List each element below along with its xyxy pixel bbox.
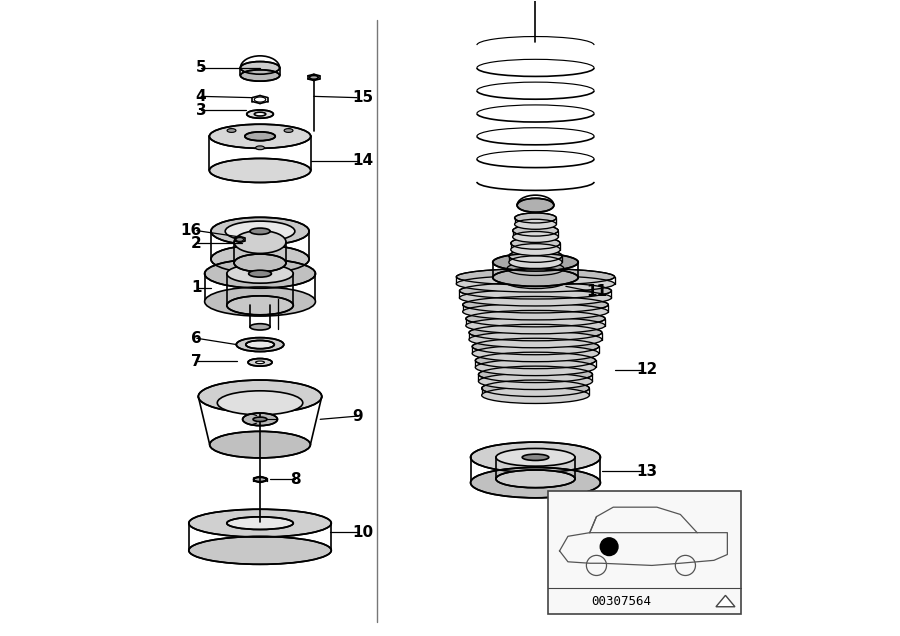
Ellipse shape <box>248 359 272 366</box>
Text: 4: 4 <box>195 89 206 104</box>
Ellipse shape <box>466 317 605 334</box>
Ellipse shape <box>492 253 578 271</box>
Ellipse shape <box>482 387 590 403</box>
Text: 11: 11 <box>586 284 608 299</box>
Ellipse shape <box>189 509 331 537</box>
Text: 13: 13 <box>637 464 658 479</box>
Text: 8: 8 <box>291 472 302 487</box>
Ellipse shape <box>475 359 596 376</box>
Ellipse shape <box>456 275 615 292</box>
Ellipse shape <box>511 237 560 249</box>
Ellipse shape <box>469 331 602 348</box>
Ellipse shape <box>256 146 265 149</box>
Text: 1: 1 <box>192 280 202 295</box>
Text: 7: 7 <box>191 354 202 368</box>
Ellipse shape <box>227 296 293 315</box>
Text: 10: 10 <box>352 525 373 539</box>
Ellipse shape <box>204 259 315 288</box>
Ellipse shape <box>456 268 615 285</box>
Ellipse shape <box>284 128 293 132</box>
Ellipse shape <box>210 431 310 458</box>
Ellipse shape <box>247 110 274 118</box>
Ellipse shape <box>211 245 309 273</box>
Ellipse shape <box>254 477 266 481</box>
Ellipse shape <box>471 442 600 473</box>
Ellipse shape <box>227 517 293 530</box>
Ellipse shape <box>479 373 592 390</box>
Ellipse shape <box>217 391 302 415</box>
Ellipse shape <box>511 244 560 256</box>
Ellipse shape <box>466 310 605 327</box>
Ellipse shape <box>496 448 575 466</box>
Ellipse shape <box>240 70 280 81</box>
Ellipse shape <box>508 249 562 262</box>
Ellipse shape <box>210 158 310 183</box>
Ellipse shape <box>253 417 267 422</box>
Ellipse shape <box>505 274 566 289</box>
Text: 6: 6 <box>191 331 202 346</box>
Circle shape <box>600 538 618 556</box>
Ellipse shape <box>508 256 562 268</box>
Ellipse shape <box>496 470 575 488</box>
Text: 2: 2 <box>191 236 202 251</box>
Text: 00307564: 00307564 <box>591 595 651 607</box>
Ellipse shape <box>518 198 554 212</box>
Ellipse shape <box>471 467 600 498</box>
Text: 9: 9 <box>352 409 363 424</box>
Ellipse shape <box>256 361 265 364</box>
Text: 16: 16 <box>181 223 202 238</box>
Ellipse shape <box>211 218 309 245</box>
Ellipse shape <box>463 296 608 313</box>
Ellipse shape <box>482 380 590 396</box>
Ellipse shape <box>250 228 270 235</box>
Ellipse shape <box>463 303 608 320</box>
Ellipse shape <box>243 413 277 425</box>
Ellipse shape <box>505 280 566 295</box>
Ellipse shape <box>513 225 558 236</box>
Text: 14: 14 <box>352 153 373 169</box>
Ellipse shape <box>507 262 564 275</box>
Ellipse shape <box>198 380 322 413</box>
Text: 3: 3 <box>195 103 206 118</box>
Ellipse shape <box>472 338 598 355</box>
Text: 12: 12 <box>637 363 658 377</box>
Ellipse shape <box>460 282 611 299</box>
Ellipse shape <box>246 340 274 349</box>
Ellipse shape <box>227 264 293 283</box>
Ellipse shape <box>210 124 310 148</box>
Ellipse shape <box>245 132 275 141</box>
Text: 15: 15 <box>352 90 373 105</box>
Ellipse shape <box>236 238 244 242</box>
Bar <box>548 491 742 614</box>
Ellipse shape <box>469 324 602 341</box>
Ellipse shape <box>472 345 598 362</box>
Ellipse shape <box>237 338 284 352</box>
Ellipse shape <box>248 270 272 277</box>
Ellipse shape <box>234 254 286 272</box>
Ellipse shape <box>522 454 549 460</box>
Ellipse shape <box>515 219 556 230</box>
Polygon shape <box>716 595 735 607</box>
Ellipse shape <box>240 62 280 74</box>
Ellipse shape <box>227 128 236 132</box>
Ellipse shape <box>189 536 331 564</box>
Ellipse shape <box>225 221 295 242</box>
Ellipse shape <box>250 324 270 330</box>
Ellipse shape <box>234 231 286 253</box>
Ellipse shape <box>310 76 319 80</box>
Ellipse shape <box>507 268 564 282</box>
Ellipse shape <box>479 366 592 383</box>
Ellipse shape <box>475 352 596 369</box>
Ellipse shape <box>492 268 578 286</box>
Ellipse shape <box>515 213 556 223</box>
Text: 5: 5 <box>195 60 206 76</box>
Ellipse shape <box>513 232 558 242</box>
Ellipse shape <box>255 112 266 116</box>
Ellipse shape <box>204 287 315 316</box>
Ellipse shape <box>460 289 611 306</box>
